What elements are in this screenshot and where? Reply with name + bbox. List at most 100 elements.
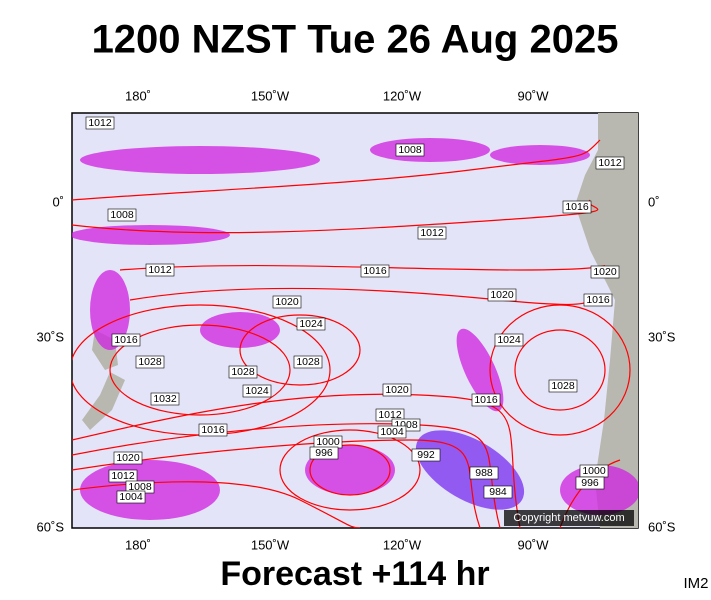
isobar-label-box xyxy=(135,355,165,369)
isobar-label-box xyxy=(360,264,390,278)
isobar-label: 1012 xyxy=(378,409,402,421)
isobar-label: 1020 xyxy=(385,384,409,396)
isobar-label-box xyxy=(145,263,175,277)
isobar-label-box xyxy=(575,476,605,490)
isobar-label-box xyxy=(111,333,141,347)
isobar-label: 1016 xyxy=(565,201,589,213)
land xyxy=(575,113,638,528)
precipitation xyxy=(490,145,590,165)
isobar-label: 988 xyxy=(475,467,493,479)
isobar-label-box xyxy=(395,143,425,157)
isobar-label: 1024 xyxy=(245,385,269,397)
title: 1200 NZST Tue 26 Aug 2025 xyxy=(92,18,619,62)
precipitation xyxy=(370,138,490,162)
isobar-label: 1016 xyxy=(201,424,225,436)
isobar-label: 1028 xyxy=(231,366,255,378)
isobar-label-box xyxy=(113,451,143,465)
isobar-label: 1028 xyxy=(296,356,320,368)
isobar-label-box xyxy=(107,208,137,222)
isobar-label: 1020 xyxy=(116,452,140,464)
precipitation xyxy=(72,225,230,245)
isobar-label: 1000 xyxy=(316,436,340,448)
isobar-label: 1020 xyxy=(490,289,514,301)
isobar-label-box xyxy=(548,379,578,393)
lon-label: 120˚W xyxy=(383,88,422,103)
isobar-label: 1020 xyxy=(275,296,299,308)
isobar-label: 992 xyxy=(417,449,435,461)
isobar-label-box xyxy=(85,116,115,130)
lat-label: 30˚S xyxy=(37,329,65,344)
isobar-label: 984 xyxy=(489,486,507,498)
isobar-label-box xyxy=(293,355,323,369)
lat-label: 60˚S xyxy=(37,519,65,534)
lon-label: 180˚ xyxy=(125,88,151,103)
precipitation xyxy=(456,328,504,412)
isobar-label-box xyxy=(595,156,625,170)
isobar-label: 1012 xyxy=(111,470,135,482)
isobar-label-box xyxy=(108,469,138,483)
isobar-label-box xyxy=(309,446,339,460)
isobar-label-box xyxy=(382,383,412,397)
isobar-label: 1016 xyxy=(474,394,498,406)
isobar-label: 1012 xyxy=(598,157,622,169)
isobar-label-box xyxy=(228,365,258,379)
isobar-label-box xyxy=(296,317,326,331)
isobar-label-box xyxy=(375,408,405,422)
lat-label: 60˚S xyxy=(648,519,676,534)
isobar-label: 1016 xyxy=(586,294,610,306)
isobar-label: 1024 xyxy=(299,318,323,330)
isobar-label-box xyxy=(377,425,407,439)
isobar-label: 1016 xyxy=(114,334,138,346)
isobar-label: 1012 xyxy=(88,117,112,129)
lat-label: 0˚ xyxy=(52,194,64,209)
isobar-label-box xyxy=(471,393,501,407)
lon-label: 90˚W xyxy=(517,88,549,103)
lat-label: 30˚S xyxy=(648,329,676,344)
isobar-label: 1028 xyxy=(551,380,575,392)
lon-label: 150˚W xyxy=(251,88,290,103)
isobar-label-box xyxy=(417,226,447,240)
copyright-box xyxy=(504,510,634,526)
isobar-label: 1020 xyxy=(593,266,617,278)
isobar-label: 1004 xyxy=(380,426,404,438)
isobar-label-box xyxy=(469,466,499,480)
isobar-label: 1012 xyxy=(148,264,172,276)
isobar-label: 1016 xyxy=(363,265,387,277)
isobar-label-box xyxy=(487,288,517,302)
isobar-label: 1008 xyxy=(398,144,422,156)
isobar-label: 1032 xyxy=(153,393,177,405)
precipitation xyxy=(90,270,130,350)
image-code: IM2 xyxy=(683,575,708,592)
lon-label: 150˚W xyxy=(251,537,290,552)
isobar-label-box xyxy=(494,333,524,347)
isobar-label: 1004 xyxy=(119,491,143,503)
isobar-label-box xyxy=(242,384,272,398)
lon-label: 180˚ xyxy=(125,537,151,552)
isobar-label-box xyxy=(198,423,228,437)
lat-label: 0˚ xyxy=(648,194,660,209)
isobar-label: 1008 xyxy=(110,209,134,221)
isobar-label: 1000 xyxy=(582,465,606,477)
isobar-label-box xyxy=(590,265,620,279)
isobar-label: 1024 xyxy=(497,334,521,346)
lon-label: 90˚W xyxy=(517,537,549,552)
isobar-label: 996 xyxy=(581,477,599,489)
isobar-label-box xyxy=(116,490,146,504)
copyright: Copyright metvuw.com xyxy=(513,512,624,524)
forecast-label: Forecast +114 hr xyxy=(220,555,489,593)
isobar-label: 996 xyxy=(315,447,333,459)
isobar-label: 1028 xyxy=(138,356,162,368)
isobar-label-box xyxy=(583,293,613,307)
isobar-label-box xyxy=(411,448,441,462)
lon-label: 120˚W xyxy=(383,537,422,552)
isobar-label-box xyxy=(150,392,180,406)
precipitation xyxy=(80,146,320,174)
isobar-label-box xyxy=(483,485,513,499)
isobar-label-box xyxy=(562,200,592,214)
isobar-label: 1012 xyxy=(420,227,444,239)
isobar-label: 1008 xyxy=(128,481,152,493)
isobar-label-box xyxy=(272,295,302,309)
